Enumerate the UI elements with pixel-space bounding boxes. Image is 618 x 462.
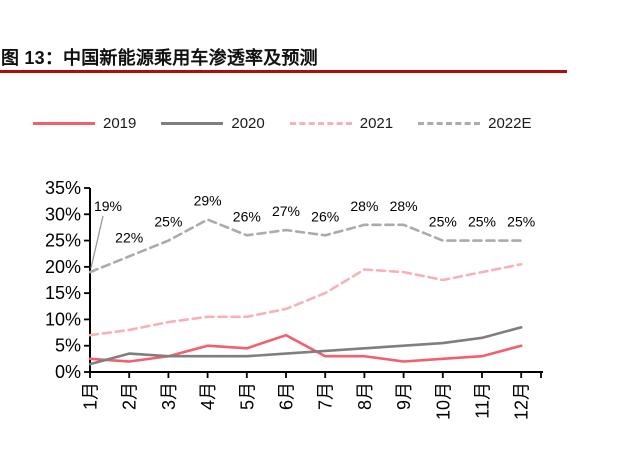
data-label-8月: 28% xyxy=(350,198,378,214)
x-axis-tick-label: 4月 xyxy=(198,382,218,410)
y-axis-tick-label: 20% xyxy=(45,257,81,277)
legend-item-2021: 2021 xyxy=(289,114,394,132)
y-axis-tick-label: 15% xyxy=(45,283,81,303)
legend-label: 2021 xyxy=(359,114,394,132)
y-axis-tick-label: 30% xyxy=(45,204,81,224)
legend-line-sample-2020 xyxy=(161,121,224,125)
y-axis-tick-label: 0% xyxy=(55,362,81,382)
legend-label: 2022E xyxy=(488,114,532,132)
data-label-4月: 29% xyxy=(194,193,222,209)
series-line-2021 xyxy=(88,262,523,337)
figure-title: 图 13：中国新能源乘用车渗透率及预测 xyxy=(1,48,318,68)
x-axis-tick-label: 12月 xyxy=(512,382,532,420)
legend-line-sample-2022e xyxy=(418,121,481,125)
x-axis-tick-label: 8月 xyxy=(355,382,375,410)
legend-item-2022e: 2022E xyxy=(418,114,532,132)
x-axis-tick-label: 5月 xyxy=(237,382,257,410)
data-label-12月: 25% xyxy=(507,214,535,230)
x-axis-tick-label: 9月 xyxy=(394,382,414,410)
legend-label: 2019 xyxy=(103,114,137,132)
data-label-7月: 26% xyxy=(311,208,339,224)
x-axis-tick-label: 2月 xyxy=(120,382,140,410)
data-label-6月: 27% xyxy=(272,203,300,219)
x-axis-tick-label: 3月 xyxy=(159,382,179,410)
y-axis-tick-label: 25% xyxy=(45,231,81,251)
y-axis-tick-label: 35% xyxy=(45,178,81,198)
title-underline xyxy=(0,70,567,73)
data-label-leader-line xyxy=(90,215,104,269)
data-label-9月: 28% xyxy=(390,198,418,214)
data-label-5月: 26% xyxy=(233,208,261,224)
y-axis-tick-label: 10% xyxy=(45,309,81,329)
data-label-2月: 22% xyxy=(115,229,143,245)
x-axis-tick-label: 7月 xyxy=(316,382,336,410)
legend-label: 2020 xyxy=(231,114,265,132)
data-label-1月: 19% xyxy=(94,198,122,214)
legend-line-sample-2021 xyxy=(289,121,352,125)
data-label-3月: 25% xyxy=(154,214,182,230)
series-line-2022E xyxy=(88,218,523,274)
legend-line-sample-2019 xyxy=(33,121,95,125)
x-axis-tick-label: 6月 xyxy=(277,382,297,410)
x-axis-tick-label: 11月 xyxy=(473,382,493,419)
series-line-2020 xyxy=(88,326,523,366)
legend-item-2019: 2019 xyxy=(33,115,136,132)
series-line-2019 xyxy=(88,333,523,363)
chart-legend: 2019 2020 2021 2022E xyxy=(33,112,532,134)
legend-item-2020: 2020 xyxy=(161,114,265,132)
y-axis-tick-label: 5% xyxy=(55,336,81,356)
data-label-10月: 25% xyxy=(429,214,457,230)
data-label-11月: 25% xyxy=(468,214,496,230)
x-axis-tick-label: 10月 xyxy=(433,382,453,420)
x-axis-tick-label: 1月 xyxy=(81,382,101,410)
